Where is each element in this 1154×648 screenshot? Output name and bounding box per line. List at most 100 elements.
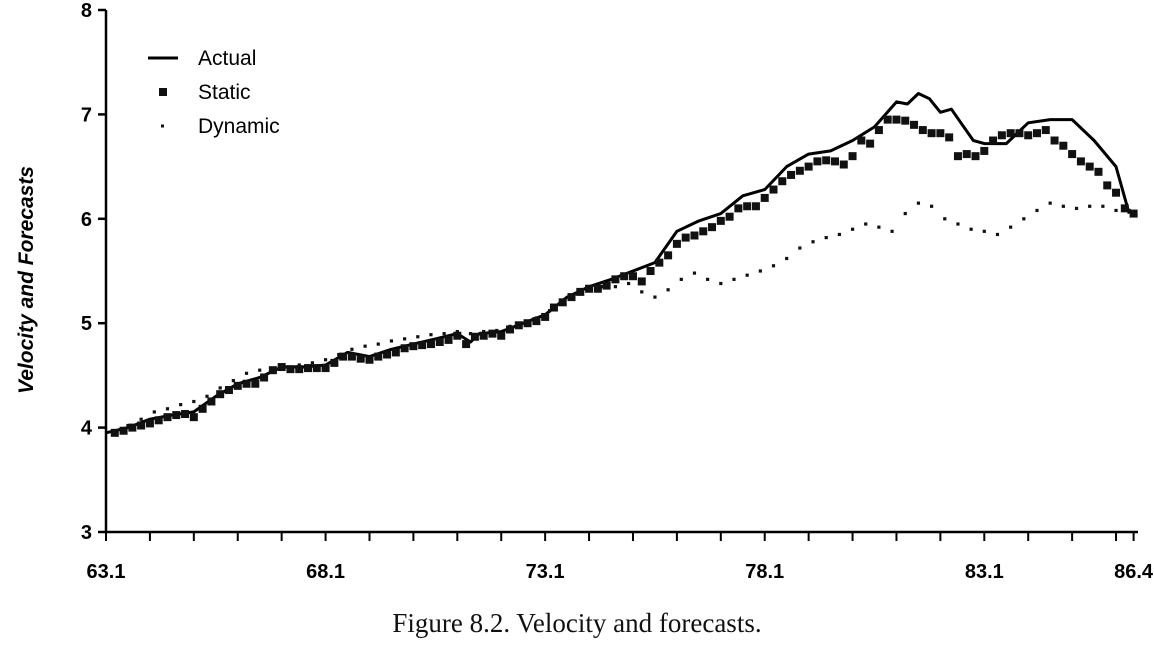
static-point [391, 348, 400, 357]
dynamic-point [1035, 208, 1039, 213]
dynamic-point [798, 246, 802, 250]
dynamic-point [1022, 217, 1026, 221]
dynamic-point [113, 430, 117, 434]
static-point [488, 329, 497, 338]
static-point [286, 365, 295, 374]
dynamic-point [1048, 201, 1052, 205]
dynamic-point [508, 324, 512, 328]
actual-series-line [105, 92, 1131, 435]
static-point [769, 185, 778, 194]
static-point [760, 193, 769, 202]
dynamic-point [626, 281, 631, 286]
static-point [611, 275, 620, 284]
static-point [945, 133, 954, 142]
static-point [1103, 181, 1112, 190]
dynamic-point [152, 410, 156, 414]
static-point [479, 331, 488, 340]
dynamic-point [1114, 208, 1118, 213]
static-point [1129, 209, 1138, 218]
legend-label-actual: Actual [198, 47, 256, 70]
dynamic-point [310, 361, 314, 365]
static-point [198, 404, 207, 413]
static-point [1050, 136, 1059, 145]
dynamic-point [982, 229, 986, 233]
dynamic-point [890, 229, 894, 233]
axes: 3 4 5 6 7 8 63.1 68.1 73.1 78.1 83.1 86.4 [81, 0, 1154, 583]
dynamic-point [666, 288, 670, 292]
dynamic-point [205, 394, 209, 398]
dynamic-point [165, 407, 170, 411]
static-point [708, 223, 717, 232]
y-tick-label: 4 [81, 418, 93, 440]
dynamic-point [337, 352, 341, 357]
dynamic-point [758, 269, 762, 273]
static-point [997, 131, 1006, 140]
static-point [330, 358, 339, 367]
static-point [207, 397, 216, 406]
static-point [268, 366, 277, 375]
static-point [426, 340, 435, 349]
dynamic-point [363, 344, 367, 348]
static-point [874, 126, 883, 135]
dynamic-point [837, 232, 841, 237]
static-point [892, 115, 901, 124]
y-tick-label: 7 [81, 104, 92, 126]
dynamic-point [139, 417, 143, 421]
static-point [839, 160, 848, 169]
static-point [163, 413, 172, 422]
static-point [953, 152, 962, 161]
static-point [181, 410, 190, 419]
static-point [356, 354, 365, 363]
static-point [277, 363, 286, 372]
static-point [646, 267, 655, 275]
static-point [593, 284, 602, 293]
dynamic-point [864, 222, 868, 226]
dynamic-point [811, 240, 815, 244]
static-point [1076, 157, 1085, 166]
static-point [602, 281, 611, 290]
x-tick-label: 73.1 [526, 561, 565, 583]
series-actual [105, 92, 1131, 435]
dynamic-point [785, 256, 789, 261]
y-axis-title-group: Velocity and Forecasts [15, 166, 38, 394]
dynamic-point [719, 281, 723, 286]
dynamic-point [916, 201, 921, 205]
static-point [813, 157, 822, 166]
dynamic-point [244, 371, 249, 375]
dynamic-point [442, 332, 446, 336]
static-point [1041, 126, 1050, 135]
static-point [971, 152, 980, 161]
static-point [620, 272, 629, 281]
static-point [321, 364, 330, 373]
static-point [453, 331, 462, 340]
dynamic-point [389, 339, 394, 343]
dynamic-point [297, 363, 301, 367]
dynamic-point [192, 399, 196, 404]
static-point [1015, 129, 1024, 138]
static-point [224, 386, 233, 395]
static-point [699, 227, 708, 236]
static-point [716, 216, 725, 225]
static-point [128, 423, 137, 432]
dynamic-point [732, 277, 736, 281]
static-point [672, 239, 681, 248]
dynamic-point [903, 211, 907, 216]
dynamic-point [771, 264, 776, 268]
static-point [628, 272, 637, 281]
dynamic-point [1127, 208, 1131, 213]
static-point [901, 116, 910, 125]
static-point [980, 146, 989, 155]
static-point [734, 204, 743, 213]
static-point [567, 293, 576, 302]
x-tick-label: 86.4 [1114, 561, 1154, 583]
legend: Actual Static Dynamic [148, 47, 280, 138]
series-dynamic [113, 201, 1131, 434]
static-point [145, 419, 154, 428]
static-point [251, 379, 260, 388]
dynamic-point [231, 379, 235, 383]
x-tick-label: 83.1 [965, 561, 1004, 583]
dynamic-point [495, 328, 499, 333]
dynamic-point [1061, 204, 1065, 208]
static-point [339, 352, 348, 361]
dynamic-point [179, 403, 183, 407]
